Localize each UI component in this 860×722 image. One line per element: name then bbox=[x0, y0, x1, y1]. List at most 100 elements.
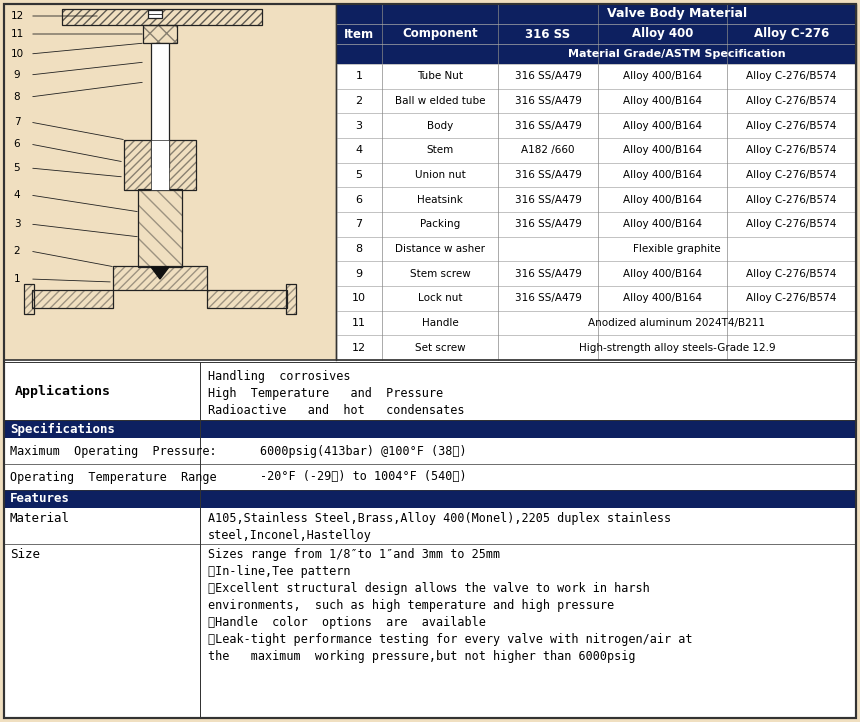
Text: Radioactive   and  hot   condensates: Radioactive and hot condensates bbox=[208, 404, 464, 417]
Text: ⓄHandle  color  options  are  available: ⓄHandle color options are available bbox=[208, 616, 486, 629]
Bar bbox=[32, 290, 113, 308]
Text: 6000psig(413bar) @100°F (38℃): 6000psig(413bar) @100°F (38℃) bbox=[260, 445, 467, 458]
Bar bbox=[24, 284, 34, 314]
Text: 316 SS/A479: 316 SS/A479 bbox=[514, 71, 581, 82]
Text: 1: 1 bbox=[14, 274, 21, 284]
Text: Material Grade/ASTM Specification: Material Grade/ASTM Specification bbox=[568, 49, 786, 59]
Text: Applications: Applications bbox=[15, 384, 111, 398]
Text: Size: Size bbox=[10, 548, 40, 561]
Text: 316 SS/A479: 316 SS/A479 bbox=[514, 96, 581, 106]
Text: 1: 1 bbox=[355, 71, 363, 82]
Text: 316 SS/A479: 316 SS/A479 bbox=[514, 170, 581, 180]
Text: 10: 10 bbox=[352, 293, 366, 303]
Text: 5: 5 bbox=[355, 170, 363, 180]
Bar bbox=[4, 508, 856, 544]
Bar bbox=[4, 420, 856, 438]
Bar bbox=[286, 284, 296, 314]
Text: 6: 6 bbox=[14, 139, 21, 149]
Bar bbox=[336, 4, 382, 64]
Text: ⓄIn-line,Tee pattern: ⓄIn-line,Tee pattern bbox=[208, 565, 351, 578]
Text: Packing: Packing bbox=[420, 219, 460, 230]
Bar bbox=[498, 24, 598, 44]
Text: Specifications: Specifications bbox=[10, 422, 115, 435]
Bar bbox=[124, 140, 196, 190]
Text: 5: 5 bbox=[14, 163, 21, 173]
Bar bbox=[113, 266, 207, 290]
Text: A105,Stainless Steel,Brass,Alloy 400(Monel),2205 duplex stainless: A105,Stainless Steel,Brass,Alloy 400(Mon… bbox=[208, 512, 671, 525]
Text: 7: 7 bbox=[355, 219, 363, 230]
Text: 3: 3 bbox=[14, 219, 21, 229]
Bar bbox=[4, 544, 856, 718]
Text: Set screw: Set screw bbox=[415, 343, 465, 352]
Text: 11: 11 bbox=[10, 29, 23, 39]
Text: 316 SS/A479: 316 SS/A479 bbox=[514, 195, 581, 204]
Text: Alloy 400/B164: Alloy 400/B164 bbox=[623, 121, 702, 131]
Text: High  Temperature   and  Pressure: High Temperature and Pressure bbox=[208, 387, 443, 400]
Text: Alloy 400/B164: Alloy 400/B164 bbox=[623, 219, 702, 230]
Text: 2: 2 bbox=[355, 96, 363, 106]
Text: Heatsink: Heatsink bbox=[417, 195, 463, 204]
Text: 316 SS/A479: 316 SS/A479 bbox=[514, 219, 581, 230]
Text: Valve Body Material: Valve Body Material bbox=[607, 7, 747, 20]
Bar bbox=[4, 464, 856, 490]
Text: ⓄExcellent structural design allows the valve to work in harsh: ⓄExcellent structural design allows the … bbox=[208, 582, 650, 595]
Text: environments,  such as high temperature and high pressure: environments, such as high temperature a… bbox=[208, 599, 614, 612]
Text: 4: 4 bbox=[355, 145, 363, 155]
Text: the   maximum  working pressure,but not higher than 6000psig: the maximum working pressure,but not hig… bbox=[208, 650, 636, 663]
Bar bbox=[498, 44, 856, 64]
Text: Alloy C-276/B574: Alloy C-276/B574 bbox=[746, 71, 837, 82]
Text: A182 /660: A182 /660 bbox=[521, 145, 574, 155]
Bar bbox=[336, 4, 856, 360]
Text: Alloy C-276: Alloy C-276 bbox=[754, 27, 829, 40]
Text: 9: 9 bbox=[355, 269, 363, 279]
Text: Alloy 400/B164: Alloy 400/B164 bbox=[623, 269, 702, 279]
Text: Handling  corrosives: Handling corrosives bbox=[208, 370, 351, 383]
Text: Ball w elded tube: Ball w elded tube bbox=[395, 96, 485, 106]
Bar bbox=[32, 290, 113, 308]
Text: 316 SS/A479: 316 SS/A479 bbox=[514, 293, 581, 303]
Bar bbox=[207, 290, 287, 308]
Text: Distance w asher: Distance w asher bbox=[395, 244, 485, 254]
Bar bbox=[4, 4, 336, 360]
Text: Alloy 400/B164: Alloy 400/B164 bbox=[623, 170, 702, 180]
Text: Alloy C-276/B574: Alloy C-276/B574 bbox=[746, 145, 837, 155]
Bar bbox=[4, 362, 856, 420]
Text: Union nut: Union nut bbox=[415, 170, 465, 180]
Bar bbox=[4, 438, 856, 464]
Text: Alloy 400/B164: Alloy 400/B164 bbox=[623, 293, 702, 303]
Bar bbox=[151, 43, 169, 167]
Text: Tube Nut: Tube Nut bbox=[417, 71, 463, 82]
Text: -20°F (-29℃) to 1004°F (540℃): -20°F (-29℃) to 1004°F (540℃) bbox=[260, 471, 467, 484]
Bar bbox=[207, 290, 287, 308]
Text: Item: Item bbox=[344, 27, 374, 40]
Bar bbox=[598, 24, 727, 44]
Text: Lock nut: Lock nut bbox=[418, 293, 463, 303]
Text: Maximum  Operating  Pressure:: Maximum Operating Pressure: bbox=[10, 445, 217, 458]
Text: Component: Component bbox=[402, 27, 478, 40]
Text: Material: Material bbox=[10, 512, 70, 525]
Bar bbox=[727, 24, 856, 44]
Text: Alloy 400/B164: Alloy 400/B164 bbox=[623, 145, 702, 155]
Text: 12: 12 bbox=[10, 11, 23, 21]
Text: Alloy C-276/B574: Alloy C-276/B574 bbox=[746, 96, 837, 106]
Text: 6: 6 bbox=[355, 195, 363, 204]
Text: 2: 2 bbox=[14, 246, 21, 256]
Text: Stem: Stem bbox=[427, 145, 453, 155]
Text: steel,Inconel,Hastelloy: steel,Inconel,Hastelloy bbox=[208, 529, 372, 542]
Polygon shape bbox=[151, 267, 169, 279]
Bar bbox=[62, 9, 262, 25]
Text: Alloy 400: Alloy 400 bbox=[632, 27, 693, 40]
Text: Operating  Temperature  Range: Operating Temperature Range bbox=[10, 471, 217, 484]
Text: 9: 9 bbox=[14, 70, 21, 80]
Text: Stem screw: Stem screw bbox=[409, 269, 470, 279]
Text: 12: 12 bbox=[352, 343, 366, 352]
Text: 8: 8 bbox=[355, 244, 363, 254]
Bar bbox=[4, 360, 856, 718]
Text: Alloy C-276/B574: Alloy C-276/B574 bbox=[746, 170, 837, 180]
Bar bbox=[4, 490, 856, 508]
Text: 10: 10 bbox=[10, 49, 23, 59]
Text: Body: Body bbox=[427, 121, 453, 131]
Text: Alloy C-276/B574: Alloy C-276/B574 bbox=[746, 195, 837, 204]
Bar bbox=[382, 4, 498, 64]
Text: Alloy 400/B164: Alloy 400/B164 bbox=[623, 71, 702, 82]
